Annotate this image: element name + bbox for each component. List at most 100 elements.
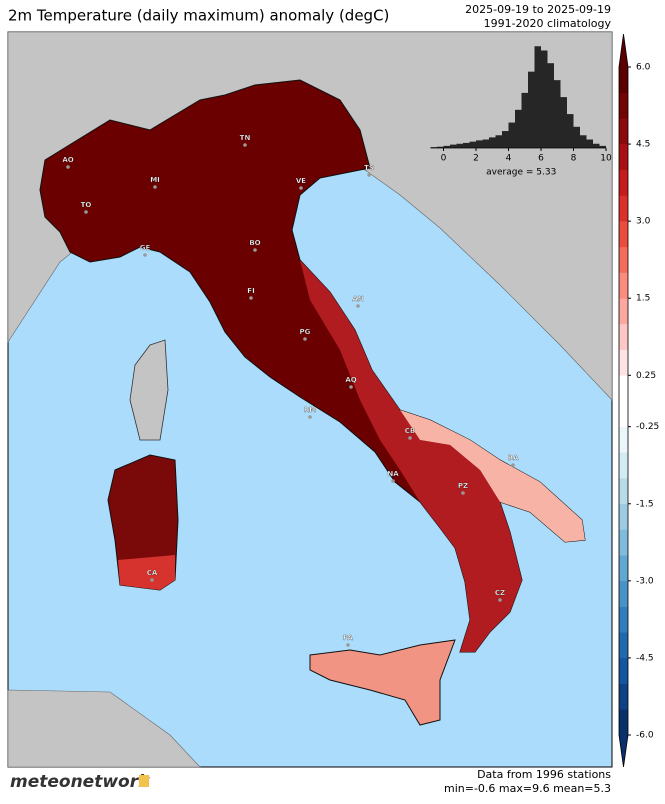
histogram-bar — [567, 114, 574, 148]
colorbar-segment — [619, 221, 628, 248]
city-label: GE — [140, 244, 151, 252]
sicily — [309, 639, 456, 726]
title: 2m Temperature (daily maximum) anomaly (… — [8, 7, 389, 25]
colorbar-tick-label: 4.5 — [636, 140, 650, 150]
histogram-tick-label: 0 — [441, 154, 447, 164]
histogram-bar — [476, 140, 483, 148]
histogram-bar — [482, 139, 489, 148]
city-label: TN — [240, 134, 251, 142]
city-dot — [153, 185, 157, 189]
colorbar-segment — [619, 503, 628, 530]
city-dot — [299, 186, 303, 190]
city-dot — [66, 165, 70, 169]
colorbar-segment — [619, 67, 628, 93]
colorbar-arrow — [619, 34, 628, 67]
colorbar-segment — [619, 92, 628, 119]
city-label: NA — [387, 470, 399, 478]
colorbar-tick-label: 0.25 — [636, 371, 656, 381]
histogram-bar — [560, 97, 567, 148]
stats: min=-0.6 max=9.6 mean=5.3 — [444, 782, 611, 795]
colorbar-segment — [619, 323, 628, 350]
city-dot — [367, 173, 371, 177]
map — [7, 31, 613, 768]
histogram-bar — [469, 141, 476, 148]
histogram-tick-label: 4 — [506, 154, 512, 164]
colorbar-segment — [619, 298, 628, 325]
histogram-tick-label: 10 — [600, 154, 612, 164]
city-label: CB — [405, 427, 415, 435]
city-dot — [243, 143, 247, 147]
histogram-bar — [528, 71, 535, 148]
city-dot — [511, 463, 515, 467]
colorbar-segment — [619, 606, 628, 633]
city-label: AQ — [345, 376, 356, 384]
colorbar-segment — [619, 478, 628, 505]
histogram-bar — [573, 126, 580, 148]
colorbar-segment — [619, 709, 628, 736]
logo: meteonetwork — [10, 772, 151, 792]
city-label: BO — [249, 239, 260, 247]
city-label: TS — [364, 164, 374, 172]
city-label: VE — [296, 177, 306, 185]
city-dot — [308, 415, 312, 419]
anomaly-shading — [300, 260, 522, 652]
anomaly-shading — [118, 555, 175, 590]
colorbar-tick-label: -3.0 — [636, 576, 654, 586]
city-dot — [150, 578, 154, 582]
city-dot — [391, 479, 395, 483]
histogram-tick-label: 8 — [571, 154, 577, 164]
city-label: AO — [62, 156, 73, 164]
histogram-bar — [586, 139, 593, 148]
histogram-bar — [430, 147, 437, 148]
land — [7, 689, 201, 768]
colorbar-segment — [619, 169, 628, 196]
histogram-bar — [437, 146, 444, 148]
histogram-bar — [541, 50, 548, 149]
histogram-bar — [580, 135, 587, 148]
colorbar-segment — [619, 246, 628, 273]
source: Data from 1996 stations — [477, 768, 611, 781]
histogram-bar — [450, 144, 457, 148]
city-label: PZ — [458, 482, 468, 490]
histogram-bar — [495, 135, 502, 148]
histogram-bar — [508, 122, 515, 148]
colorbar-segment — [619, 632, 628, 659]
city-label: AN — [352, 295, 363, 303]
city-label: MI — [150, 176, 160, 184]
colorbar-segment — [619, 452, 628, 479]
colorbar-tick-label: 1.5 — [636, 294, 650, 304]
colorbar: 6.0 4.5 3.0 1.5 0.25 -0.25 -1.5 -3.0 -4.5 -6.0 — [618, 33, 659, 768]
colorbar-segment — [619, 426, 628, 453]
colorbar-segment — [619, 555, 628, 582]
histogram-bar — [521, 92, 528, 148]
colorbar-segment — [619, 195, 628, 222]
climatology: 1991-2020 climatology — [484, 17, 612, 30]
city-dot — [84, 210, 88, 214]
city-label: CZ — [495, 589, 505, 597]
land — [7, 31, 613, 401]
colorbar-segment — [619, 580, 628, 607]
colorbar-segment — [619, 401, 628, 427]
colorbar-segment — [619, 683, 628, 710]
histogram-bar — [489, 137, 496, 148]
corsica — [129, 339, 169, 441]
city-label: PA — [343, 634, 353, 642]
histogram-bar — [463, 142, 470, 148]
histogram-tick-label: 6 — [538, 154, 544, 164]
colorbar-segment — [619, 657, 628, 684]
city-dot — [249, 296, 253, 300]
colorbar-segment — [619, 144, 628, 171]
colorbar-tick-label: 6.0 — [636, 63, 651, 73]
histogram-bar — [547, 63, 554, 149]
city-dot — [303, 337, 307, 341]
city-dot — [461, 491, 465, 495]
city-dot — [143, 253, 147, 257]
histogram-bar — [443, 145, 450, 148]
histogram-bar — [534, 46, 541, 148]
colorbar-segment — [619, 272, 628, 299]
city-label: RM — [304, 406, 316, 414]
colorbar-tick-label: -1.5 — [636, 499, 654, 509]
city-dot — [253, 248, 257, 252]
city-dot — [356, 304, 360, 308]
